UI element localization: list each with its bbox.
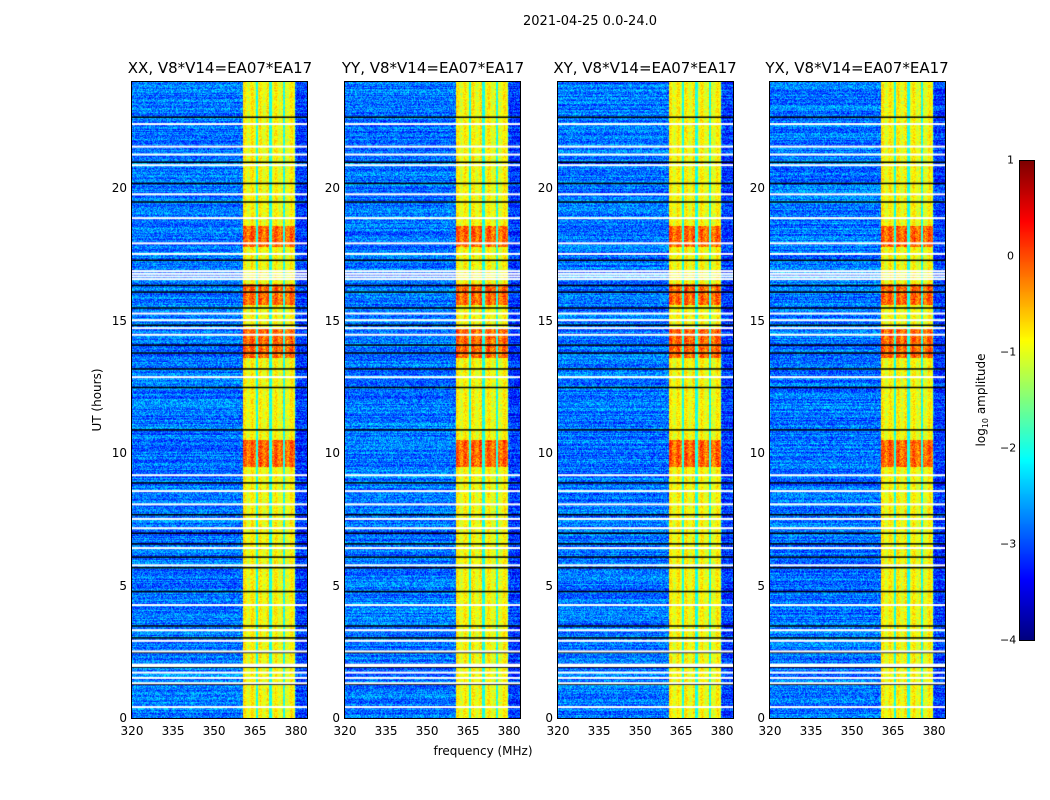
y-tick-label: 5 [545,578,553,593]
x-tick-label: 365 [669,724,693,738]
colorbar-tick-label: −3 [1000,537,1017,551]
figure-title: 2021-04-25 0.0-24.0 [523,14,657,29]
colorbar-tick-label: 1 [1007,153,1014,167]
x-tick-label: 320 [758,724,782,738]
colorbar-label-main: log [973,428,988,447]
x-tick-label: 320 [333,724,357,738]
panel-title-xx: XX, V8*V14=EA07*EA17 [127,59,313,77]
x-tick-label: 350 [628,724,652,738]
panel-title-yx: YX, V8*V14=EA07*EA17 [765,59,949,77]
x-tick-label: 320 [546,724,570,738]
y-tick-label: 0 [332,711,340,725]
x-tick-label: 350 [840,724,864,738]
colorbar-tick-label: 0 [1007,249,1014,263]
x-axis-label: frequency (MHz) [433,744,533,758]
heatmap-panel-yy [344,81,521,719]
y-tick-label: 20 [537,181,553,195]
heatmap-yx [770,82,945,718]
y-tick-label: 10 [111,446,127,460]
x-tick-label: 380 [497,724,521,738]
x-tick-label: 335 [161,724,185,738]
y-tick-label: 15 [324,313,340,328]
x-tick-label: 365 [881,724,905,738]
panel-title-xy: XY, V8*V14=EA07*EA17 [553,59,737,77]
y-tick-label: 10 [324,446,340,460]
y-tick-label: 20 [111,181,127,195]
colorbar-label-sub: 10 [981,417,991,429]
y-tick-label: 20 [324,181,340,195]
heatmap-xy [558,82,733,718]
y-tick-label: 0 [545,711,553,725]
y-tick-label: 15 [749,313,765,328]
y-tick-label: 15 [111,313,127,328]
colorbar [1019,160,1035,641]
y-tick-label: 10 [537,446,553,460]
y-tick-label: 10 [749,446,765,460]
y-axis-label: UT (hours) [90,368,104,432]
x-tick-label: 365 [456,724,480,738]
colorbar-label: log10 amplitude [974,354,990,447]
colorbar-label-tail: amplitude [973,353,988,418]
x-tick-label: 380 [922,724,946,738]
colorbar-tick-label: −1 [1000,345,1017,359]
y-tick-label: 0 [119,711,127,725]
x-tick-label: 380 [710,724,734,738]
y-tick-label: 15 [537,313,553,328]
x-tick-label: 335 [587,724,611,738]
heatmap-panel-xx [131,81,308,719]
y-tick-label: 20 [749,181,765,195]
heatmap-xx [132,82,307,718]
heatmap-panel-yx [769,81,946,719]
x-tick-label: 350 [202,724,226,738]
x-tick-label: 335 [799,724,823,738]
panel-title-yy: YY, V8*V14=EA07*EA17 [341,59,525,77]
colorbar-tick-label: −2 [1000,441,1017,455]
x-tick-label: 350 [415,724,439,738]
y-tick-label: 5 [332,578,340,593]
x-tick-label: 335 [374,724,398,738]
y-tick-label: 0 [757,711,765,725]
x-tick-label: 380 [284,724,308,738]
colorbar-tick-label: −4 [1000,633,1017,647]
y-tick-label: 5 [119,578,127,593]
y-tick-label: 5 [757,578,765,593]
heatmap-yy [345,82,520,718]
x-tick-label: 320 [120,724,144,738]
x-tick-label: 365 [243,724,267,738]
heatmap-panel-xy [557,81,734,719]
